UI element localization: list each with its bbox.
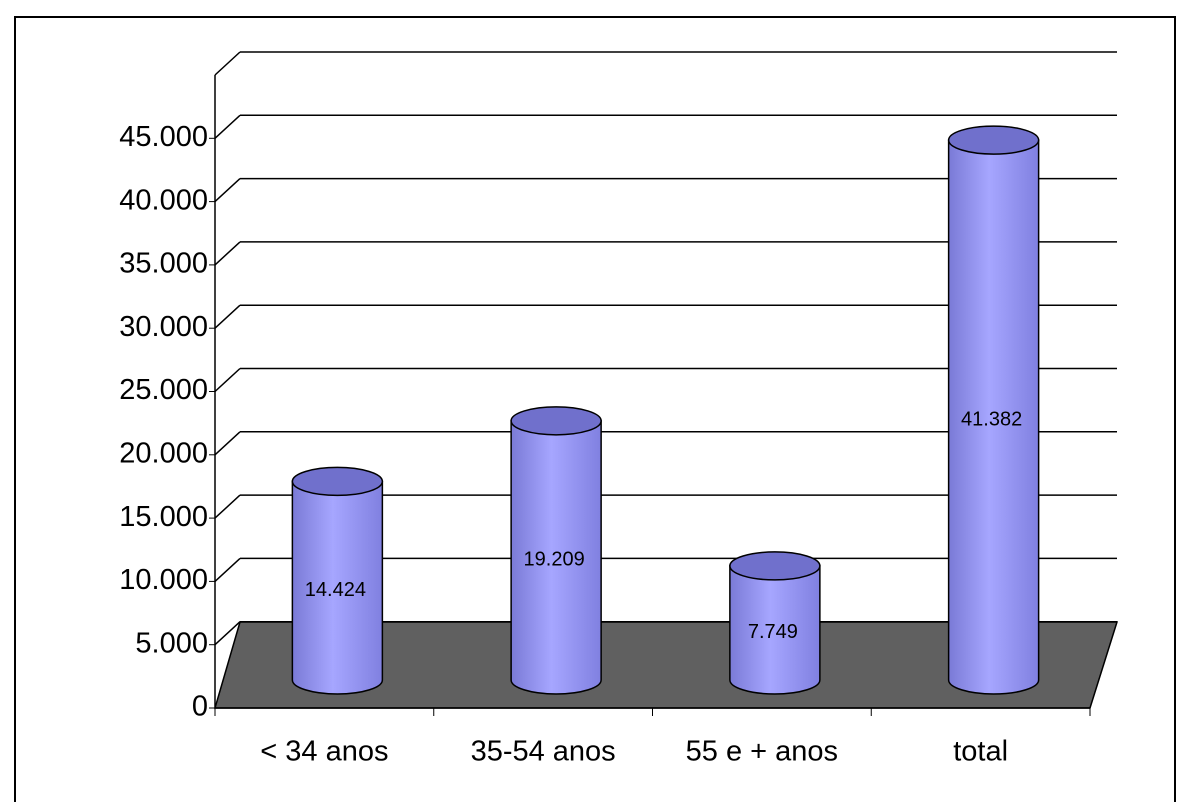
cylinder: [947, 125, 1040, 695]
cylinder-top: [729, 551, 821, 581]
grid-slant: [214, 178, 241, 203]
y-tick-label: 0: [192, 691, 208, 723]
grid-line: [214, 114, 1117, 139]
y-tick-label: 5.000: [135, 627, 208, 659]
x-tick-label: total: [953, 736, 1008, 768]
y-tick-label: 40.000: [119, 184, 208, 216]
x-tick-label: < 34 anos: [260, 736, 388, 768]
wall-top: [214, 51, 241, 76]
grid-slant: [214, 621, 241, 646]
x-tick-label: 35-54 anos: [471, 736, 616, 768]
cylinder: [510, 406, 602, 695]
value-label: 41.382: [961, 408, 1022, 430]
cylinder-body: [291, 480, 384, 695]
y-tick-label: 35.000: [119, 248, 208, 280]
grid-slant: [214, 241, 241, 266]
value-label: 19.209: [524, 549, 585, 571]
y-tick-label: 25.000: [119, 374, 208, 406]
grid-slant: [214, 557, 241, 582]
cylinder-body: [947, 139, 1040, 695]
y-tick-label: 45.000: [119, 121, 208, 153]
x-tick-label: 55 e + anos: [686, 736, 838, 768]
cylinder: [291, 466, 384, 695]
cylinder-body: [729, 565, 821, 695]
cylinder-body: [510, 420, 602, 695]
grid-slant: [214, 431, 241, 456]
cylinder-top: [291, 466, 384, 497]
grid-slant: [214, 114, 241, 139]
value-label: 14.424: [305, 579, 366, 601]
cylinder-top: [947, 125, 1040, 155]
y-tick-label: 10.000: [119, 564, 208, 596]
y-tick-label: 30.000: [119, 311, 208, 343]
y-tick-label: 20.000: [119, 437, 208, 469]
cylinder: [729, 551, 821, 695]
grid-slant: [214, 494, 241, 519]
grid-slant: [214, 304, 241, 329]
grid-slant: [214, 367, 241, 393]
cylinder-top: [510, 406, 602, 436]
y-tick-label: 15.000: [119, 501, 208, 533]
value-label: 7.749: [748, 621, 798, 643]
